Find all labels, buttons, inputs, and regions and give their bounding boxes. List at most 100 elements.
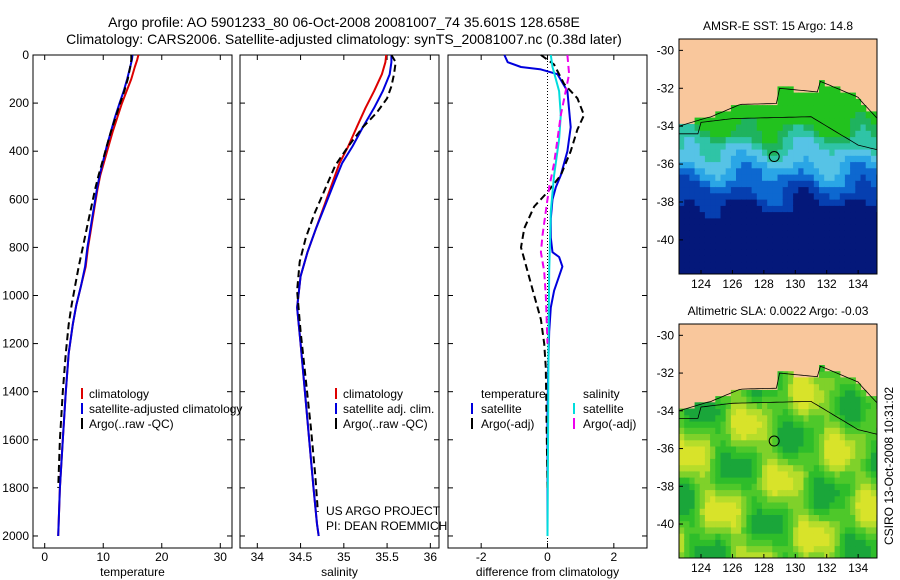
- map-cell: [829, 508, 836, 515]
- map-cell: [870, 136, 877, 144]
- map-cell: [699, 452, 706, 459]
- map-cell: [844, 526, 851, 534]
- map-cell: [741, 477, 747, 484]
- map-cell: [850, 117, 856, 125]
- map-cell: [756, 136, 763, 144]
- map-cell: [808, 383, 815, 391]
- map-cell: [772, 161, 779, 169]
- map-cell: [850, 402, 856, 410]
- map-cell: [694, 123, 701, 131]
- map-cell: [839, 211, 846, 219]
- map-cell: [855, 539, 862, 547]
- map-cell: [782, 408, 789, 416]
- legend-label: climatology: [343, 387, 403, 401]
- map-cell: [746, 117, 753, 125]
- map-cell: [720, 508, 727, 515]
- map-cell: [813, 389, 820, 397]
- map-cell: [762, 155, 768, 163]
- map-cell: [730, 408, 737, 416]
- map-cell: [834, 86, 841, 94]
- map-cell: [725, 255, 732, 263]
- map-cell: [865, 192, 872, 200]
- map-cell: [746, 489, 753, 497]
- map-cell: [829, 117, 836, 125]
- map-cell: [808, 414, 815, 422]
- map-cell: [824, 526, 830, 534]
- map-cell: [679, 249, 685, 256]
- map-cell: [777, 489, 784, 497]
- map-cell: [746, 155, 753, 163]
- map-cell: [844, 383, 851, 391]
- series-line-salinity-satellite: [546, 54, 562, 537]
- map-cell: [710, 483, 716, 491]
- map-cell: [746, 389, 753, 397]
- map-cell: [762, 111, 768, 119]
- map-cell: [850, 533, 856, 540]
- map-cell: [860, 236, 867, 244]
- map-cell: [730, 211, 737, 219]
- map-cell: [756, 230, 763, 238]
- map-cell: [798, 255, 805, 263]
- map-cell: [710, 205, 716, 213]
- map-cell: [689, 242, 696, 250]
- map-cell: [689, 211, 696, 219]
- map-cell: [699, 458, 706, 466]
- map-cell: [793, 161, 799, 169]
- map-cell: [777, 130, 784, 138]
- map-cell: [720, 452, 727, 459]
- map-cell: [803, 502, 810, 509]
- map-cell: [751, 477, 758, 484]
- map-cell: [850, 136, 856, 144]
- map-cell: [834, 495, 841, 503]
- map-cell: [720, 249, 727, 256]
- map-cell: [730, 217, 737, 225]
- profile-panel-salinity: 34 34.5 35 35.5 36salinityclimatologysatelli…: [239, 54, 440, 579]
- map-cell: [689, 255, 696, 263]
- map-cell: [756, 261, 763, 269]
- map-cell: [834, 464, 841, 472]
- map-cell: [684, 199, 690, 206]
- map-cell: [694, 402, 701, 410]
- map-cell: [839, 452, 846, 459]
- map-cell: [720, 439, 727, 447]
- map-cell: [736, 502, 742, 509]
- map-cell: [699, 427, 706, 434]
- map-cell: [684, 489, 690, 497]
- map-cell: [736, 533, 742, 540]
- map-cell: [870, 477, 877, 484]
- map-cell: [777, 217, 784, 225]
- map-cell: [762, 230, 768, 238]
- map-cell: [855, 396, 862, 403]
- map-cell: [694, 267, 701, 274]
- map-cell: [777, 199, 784, 206]
- x-tick-label: 0: [544, 550, 551, 564]
- map-cell: [777, 545, 784, 553]
- map-cell: [730, 123, 737, 131]
- map-cell: [834, 230, 841, 238]
- map-cell: [850, 495, 856, 503]
- map-cell: [710, 255, 716, 263]
- map-cell: [803, 495, 810, 503]
- map-cell: [725, 224, 732, 231]
- map-cell: [762, 545, 768, 553]
- map-cell: [715, 224, 722, 231]
- map-cell: [751, 452, 758, 459]
- map-cell: [694, 464, 701, 472]
- map-cell: [684, 267, 690, 274]
- map-cell: [793, 439, 799, 447]
- map-cell: [865, 205, 872, 213]
- map-cell: [699, 495, 706, 503]
- map-cell: [803, 199, 810, 206]
- map-cell: [824, 439, 830, 447]
- map-cell: [699, 483, 706, 491]
- map-cell: [777, 142, 784, 150]
- map-cell: [720, 242, 727, 250]
- map-cell: [787, 383, 794, 391]
- map-cell: [798, 464, 805, 472]
- map-cell: [720, 192, 727, 200]
- map-cell: [829, 539, 836, 547]
- map-cell: [741, 161, 747, 169]
- map-cell: [834, 383, 841, 391]
- map-cell: [793, 92, 799, 100]
- map-cell: [767, 502, 773, 509]
